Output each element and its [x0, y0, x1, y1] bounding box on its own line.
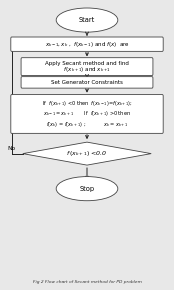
Text: $f(x_k)$ = $f(x_{k+1})$ ;            $x_k = x_{k+1}$: $f(x_k)$ = $f(x_{k+1})$ ; $x_k = x_{k+1}…	[46, 120, 128, 129]
Text: Set Generator Constraints: Set Generator Constraints	[51, 80, 123, 85]
Text: Apply Secant method and find: Apply Secant method and find	[45, 61, 129, 66]
Polygon shape	[23, 142, 151, 165]
FancyBboxPatch shape	[11, 37, 163, 51]
Ellipse shape	[56, 177, 118, 201]
Text: No: No	[7, 146, 15, 151]
FancyBboxPatch shape	[21, 58, 153, 75]
Text: Start: Start	[79, 17, 95, 23]
Text: Stop: Stop	[80, 186, 94, 192]
Text: $f\,(x_{k+1})$ and $x_{k+1}$: $f\,(x_{k+1})$ and $x_{k+1}$	[63, 65, 111, 74]
FancyBboxPatch shape	[21, 77, 153, 88]
Text: $x_{k-1}, x_k$ ,  $f(x_{k-1})$ and $f(x)$  are: $x_{k-1}, x_k$ , $f(x_{k-1})$ and $f(x)$…	[45, 40, 129, 49]
Text: $f\,(x_{k+1})$ <0.0: $f\,(x_{k+1})$ <0.0	[66, 149, 108, 158]
Text: If  $f(x_{k+1})$ <0 then  $f(x_{k-1})$=$f(x_{k+1})$;: If $f(x_{k+1})$ <0 then $f(x_{k-1})$=$f(…	[42, 99, 132, 108]
Text: $x_{k-1} = x_{k+1}$       If  $f(x_{k+1})$ >0 then: $x_{k-1} = x_{k+1}$ If $f(x_{k+1})$ >0 t…	[43, 110, 131, 119]
Text: Fig 2 Flow chart of Secant method for PD problem: Fig 2 Flow chart of Secant method for PD…	[33, 280, 141, 284]
Ellipse shape	[56, 8, 118, 32]
FancyBboxPatch shape	[11, 95, 163, 133]
